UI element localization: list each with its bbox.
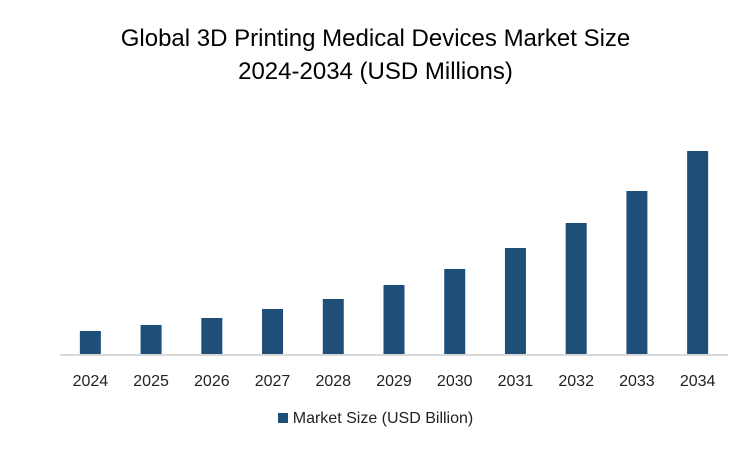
- x-tick-label-2026: 2026: [194, 373, 230, 390]
- legend-label: Market Size (USD Billion): [292, 410, 474, 427]
- x-tick-label-2032: 2032: [558, 373, 594, 390]
- x-tick-label-2025: 2025: [133, 373, 169, 390]
- x-tick-label-2030: 2030: [437, 373, 473, 390]
- legend-swatch: [277, 413, 288, 423]
- bar-2032: [565, 223, 587, 354]
- bar-2034: [687, 151, 709, 354]
- x-tick-label-2028: 2028: [315, 373, 351, 390]
- bar-2028: [322, 299, 344, 354]
- x-tick-label-2024: 2024: [73, 373, 109, 390]
- bar-2029: [383, 285, 405, 354]
- bar-2025: [140, 325, 162, 354]
- bar-2033: [626, 191, 648, 354]
- legend: Market Size (USD Billion): [0, 410, 751, 428]
- bar-2026: [201, 318, 223, 354]
- x-tick-label-2031: 2031: [498, 373, 534, 390]
- chart-title-line-1: Global 3D Printing Medical Devices Marke…: [120, 25, 631, 52]
- bar-2024: [79, 331, 101, 354]
- x-tick-label-2027: 2027: [255, 373, 291, 390]
- bar-2030: [444, 269, 466, 354]
- chart-title: Global 3D Printing Medical Devices Marke…: [0, 22, 751, 88]
- bar-2031: [504, 248, 526, 354]
- x-tick-label-2034: 2034: [680, 373, 716, 390]
- bar-2027: [262, 309, 284, 354]
- x-tick-label-2029: 2029: [376, 373, 412, 390]
- x-tick-label-2033: 2033: [619, 373, 655, 390]
- chart-title-line-2: 2024-2034 (USD Millions): [238, 58, 513, 85]
